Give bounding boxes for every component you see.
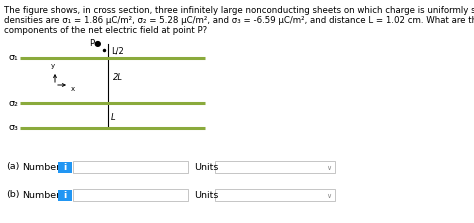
Text: Number: Number [22, 190, 60, 200]
FancyBboxPatch shape [73, 161, 188, 173]
FancyBboxPatch shape [58, 190, 72, 200]
Text: P●: P● [90, 39, 102, 48]
Text: components of the net electric field at point P?: components of the net electric field at … [4, 26, 207, 35]
Text: σ₂: σ₂ [8, 99, 18, 107]
Text: (a): (a) [6, 163, 19, 171]
Text: x: x [71, 86, 75, 92]
Text: σ₁: σ₁ [8, 54, 18, 62]
Text: i: i [64, 163, 67, 171]
Text: (b): (b) [6, 190, 19, 200]
Text: L: L [111, 112, 116, 122]
FancyBboxPatch shape [73, 189, 188, 201]
Text: i: i [64, 190, 67, 200]
Text: y: y [51, 63, 55, 69]
Text: σ₃: σ₃ [8, 124, 18, 132]
Text: ∨: ∨ [327, 193, 331, 199]
Text: Units: Units [194, 163, 219, 171]
Text: densities are σ₁ = 1.86 μC/m², σ₂ = 5.28 μC/m², and σ₃ = -6.59 μC/m², and distan: densities are σ₁ = 1.86 μC/m², σ₂ = 5.28… [4, 16, 474, 25]
Text: The figure shows, in cross section, three infinitely large nonconducting sheets : The figure shows, in cross section, thre… [4, 6, 474, 15]
Text: ∨: ∨ [327, 165, 331, 171]
Text: Units: Units [194, 190, 219, 200]
FancyBboxPatch shape [215, 161, 335, 173]
Text: 2L: 2L [113, 74, 123, 83]
FancyBboxPatch shape [215, 189, 335, 201]
Text: L/2: L/2 [111, 46, 124, 55]
Text: Number: Number [22, 163, 60, 171]
FancyBboxPatch shape [58, 161, 72, 173]
